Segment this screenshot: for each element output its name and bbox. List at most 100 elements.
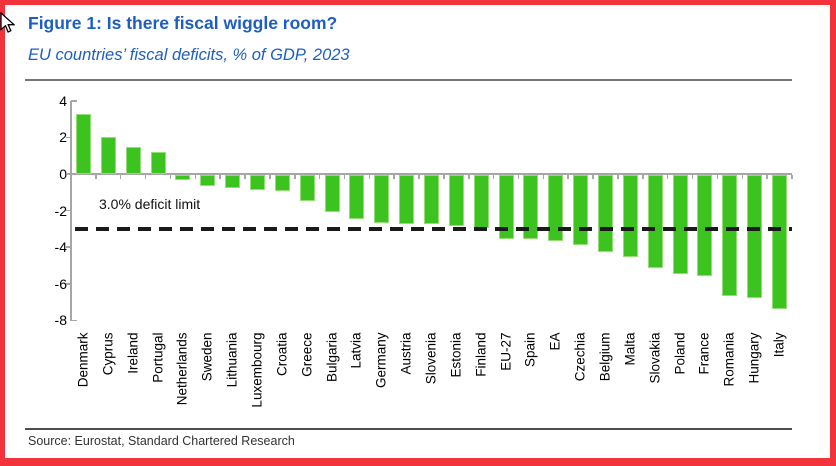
x-axis-tick <box>642 175 644 179</box>
x-axis-tick <box>418 175 420 179</box>
x-axis-tick <box>517 175 520 179</box>
x-axis-label: Lithuania <box>224 332 240 387</box>
figure-subtitle: EU countries’ fiscal deficits, % of GDP,… <box>28 46 350 64</box>
source-text: Source: Eurostat, Standard Chartered Res… <box>28 434 295 448</box>
x-axis-tick <box>95 175 97 179</box>
bar-malta <box>622 175 638 258</box>
bar-spain <box>523 175 539 240</box>
x-axis-label: France <box>696 332 712 375</box>
deficit-limit-label: 3.0% deficit limit <box>99 196 201 212</box>
bar-germany <box>374 175 390 223</box>
x-axis-tick <box>741 175 744 179</box>
bar-sweden <box>200 175 216 186</box>
x-axis-tick <box>318 175 321 179</box>
bar-finland <box>473 175 489 229</box>
x-axis-tick <box>169 175 172 179</box>
x-axis-label: Czechia <box>572 332 588 381</box>
x-axis-tick <box>219 175 221 179</box>
x-axis-tick <box>194 175 197 179</box>
deficit-limit-line <box>75 226 792 231</box>
bar-ireland <box>125 146 141 174</box>
x-axis-label: Austria <box>398 332 414 375</box>
x-axis-zero-line <box>71 173 792 175</box>
y-axis-tick-label: -2 <box>54 202 67 219</box>
x-axis-tick <box>766 175 768 179</box>
figure-canvas: Figure 1: Is there fiscal wiggle room? E… <box>5 5 830 458</box>
x-axis-label: Cyprus <box>100 332 116 375</box>
bar-slovenia <box>424 175 439 225</box>
y-axis-tick <box>71 100 77 102</box>
figure-title: Figure 1: Is there fiscal wiggle room? <box>28 13 338 33</box>
x-axis-label: Germany <box>373 332 389 388</box>
x-axis-label: Finland <box>473 332 489 377</box>
bar-denmark <box>75 113 91 174</box>
x-axis-tick <box>393 175 395 179</box>
x-axis-label: Portugal <box>150 332 166 383</box>
x-axis-label: Denmark <box>75 332 91 387</box>
x-axis-label: Sweden <box>199 332 215 381</box>
bar-czechia <box>573 175 589 245</box>
x-axis-label: Slovakia <box>647 332 663 384</box>
bar-netherlands <box>175 175 191 181</box>
x-axis-tick <box>492 175 495 179</box>
x-axis-tick <box>244 175 246 179</box>
x-axis-label: Italy <box>771 332 787 357</box>
x-axis-tick <box>343 175 346 179</box>
x-axis-label: Malta <box>622 332 638 366</box>
y-axis-tick <box>65 209 71 212</box>
x-axis-label: Hungary <box>746 332 762 384</box>
x-axis-label: Belgium <box>597 332 613 381</box>
y-axis-tick <box>71 319 77 322</box>
x-axis-tick <box>294 175 296 179</box>
x-axis-tick <box>666 175 669 179</box>
x-axis-label: Estonia <box>448 332 464 378</box>
bar-chart-plot-area: 4 2 0 -2 -4 -6 -8 Denmark Cyprus Ireland Portugal N… <box>5 5 830 458</box>
x-axis-label: Croatia <box>274 332 290 376</box>
x-axis-tick <box>468 175 470 179</box>
bar-austria <box>399 175 415 225</box>
mouse-cursor-icon <box>0 12 15 33</box>
bar-greece <box>299 175 315 201</box>
y-axis-tick-label: 4 <box>59 92 67 109</box>
x-axis-label: Netherlands <box>174 332 190 405</box>
x-axis-tick <box>691 175 694 179</box>
bar-ea <box>548 175 564 241</box>
x-axis-tick <box>791 175 793 179</box>
bar-bulgaria <box>324 175 340 212</box>
bar-latvia <box>349 175 365 219</box>
y-axis-tick <box>65 283 71 285</box>
x-axis-label: Ireland <box>125 332 141 374</box>
x-axis-label: Greece <box>299 332 315 377</box>
y-axis-tick-label: 2 <box>59 129 67 146</box>
bar-slovakia <box>647 175 663 269</box>
y-axis-tick-label: -8 <box>54 312 67 329</box>
bar-croatia <box>274 175 290 192</box>
x-axis-tick <box>592 175 594 179</box>
y-axis-tick-label: -4 <box>54 239 67 256</box>
x-axis-label: EU-27 <box>498 332 514 371</box>
y-axis-tick-label: 0 <box>59 166 67 182</box>
y-axis-tick-label: -6 <box>54 275 67 292</box>
bar-romania <box>722 175 738 296</box>
bar-estonia <box>448 175 464 227</box>
bar-lithuania <box>225 175 241 188</box>
x-axis-label: Romania <box>721 332 737 387</box>
header-divider <box>25 79 792 81</box>
bar-italy <box>772 175 788 309</box>
x-axis-tick <box>443 175 445 179</box>
x-axis-tick <box>269 175 271 179</box>
y-axis-tick <box>65 136 71 139</box>
x-axis-label: Latvia <box>348 332 364 369</box>
x-axis-label: Spain <box>522 332 538 367</box>
x-axis-tick <box>368 175 371 179</box>
x-axis-tick <box>617 175 619 179</box>
bar-france <box>697 175 713 276</box>
footer-divider <box>25 428 792 430</box>
bar-luxembourg <box>249 175 265 190</box>
x-axis-label: Bulgaria <box>324 332 340 382</box>
x-axis-label: Luxembourg <box>249 332 265 408</box>
y-axis-tick <box>65 173 71 175</box>
bar-hungary <box>747 175 763 298</box>
bar-eu-27 <box>498 175 514 240</box>
